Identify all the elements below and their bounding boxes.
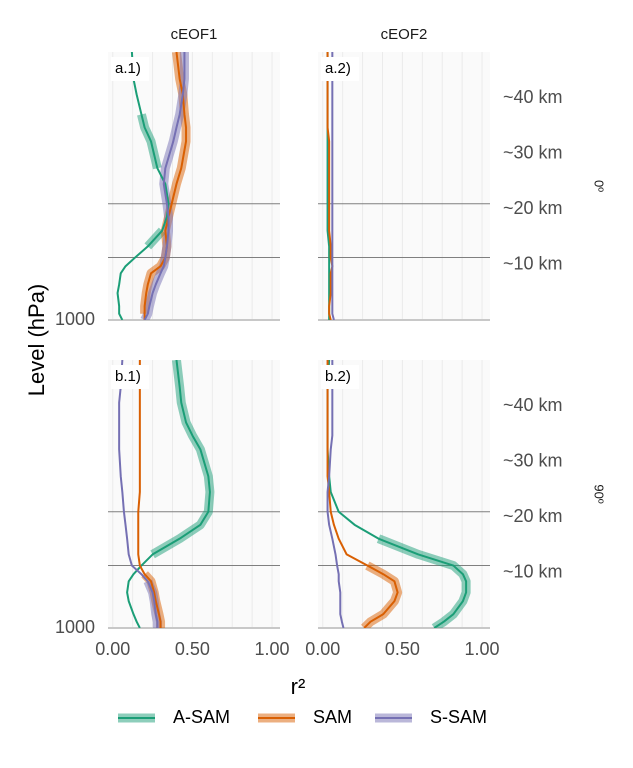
line — [143, 52, 186, 320]
x-tick-label: 1.00 — [465, 639, 500, 659]
panel-label: a.1) — [115, 60, 141, 77]
y2-tick-label: ~30 km — [503, 450, 563, 470]
legend-label: SAM — [313, 707, 352, 727]
row-label: 90º — [592, 484, 607, 503]
y2-tick-label: ~40 km — [503, 87, 563, 107]
panel-label-box — [111, 57, 149, 81]
line — [116, 52, 170, 320]
x-tick-label: 0.00 — [305, 639, 340, 659]
line — [126, 360, 211, 628]
x-tick-label: 0.50 — [175, 639, 210, 659]
row-label: 0º — [592, 180, 607, 192]
line — [326, 360, 399, 628]
plot-area — [326, 52, 335, 320]
legend-label: S-SAM — [430, 707, 487, 727]
panel-background — [108, 52, 280, 320]
column-label: cEOF2 — [381, 26, 428, 43]
line — [137, 360, 162, 628]
line — [118, 360, 159, 628]
panel-label-box — [321, 365, 359, 389]
legend-label: A-SAM — [173, 707, 230, 727]
panel-label: a.2) — [325, 60, 351, 77]
plot-area — [118, 360, 215, 628]
y-tick-label: 1000 — [55, 309, 95, 329]
x-tick-label: 1.00 — [255, 639, 290, 659]
panel-label-box — [321, 57, 359, 81]
x-axis-title: r² — [291, 674, 306, 699]
panel-background — [318, 360, 490, 628]
y2-tick-label: ~10 km — [503, 561, 563, 581]
y2-tick-label: ~30 km — [503, 142, 563, 162]
plot-area — [326, 360, 471, 628]
y2-tick-label: ~10 km — [503, 253, 563, 273]
panel-label: b.2) — [325, 368, 351, 385]
line — [326, 360, 345, 628]
y-axis-title: Level (hPa) — [24, 284, 49, 397]
panel-background — [318, 52, 490, 320]
y2-tick-label: ~20 km — [503, 198, 563, 218]
x-tick-label: 0.50 — [385, 639, 420, 659]
panel-label: b.1) — [115, 368, 141, 385]
line — [143, 52, 188, 320]
plot-area — [116, 52, 191, 320]
x-tick-label: 0.00 — [95, 639, 130, 659]
panel-background — [108, 360, 280, 628]
y-tick-label: 1000 — [55, 617, 95, 637]
panel-label-box — [111, 365, 149, 389]
column-label: cEOF1 — [171, 26, 218, 43]
y2-tick-label: ~20 km — [503, 506, 563, 526]
line — [331, 52, 335, 320]
line — [326, 52, 334, 320]
y2-tick-label: ~40 km — [503, 395, 563, 415]
